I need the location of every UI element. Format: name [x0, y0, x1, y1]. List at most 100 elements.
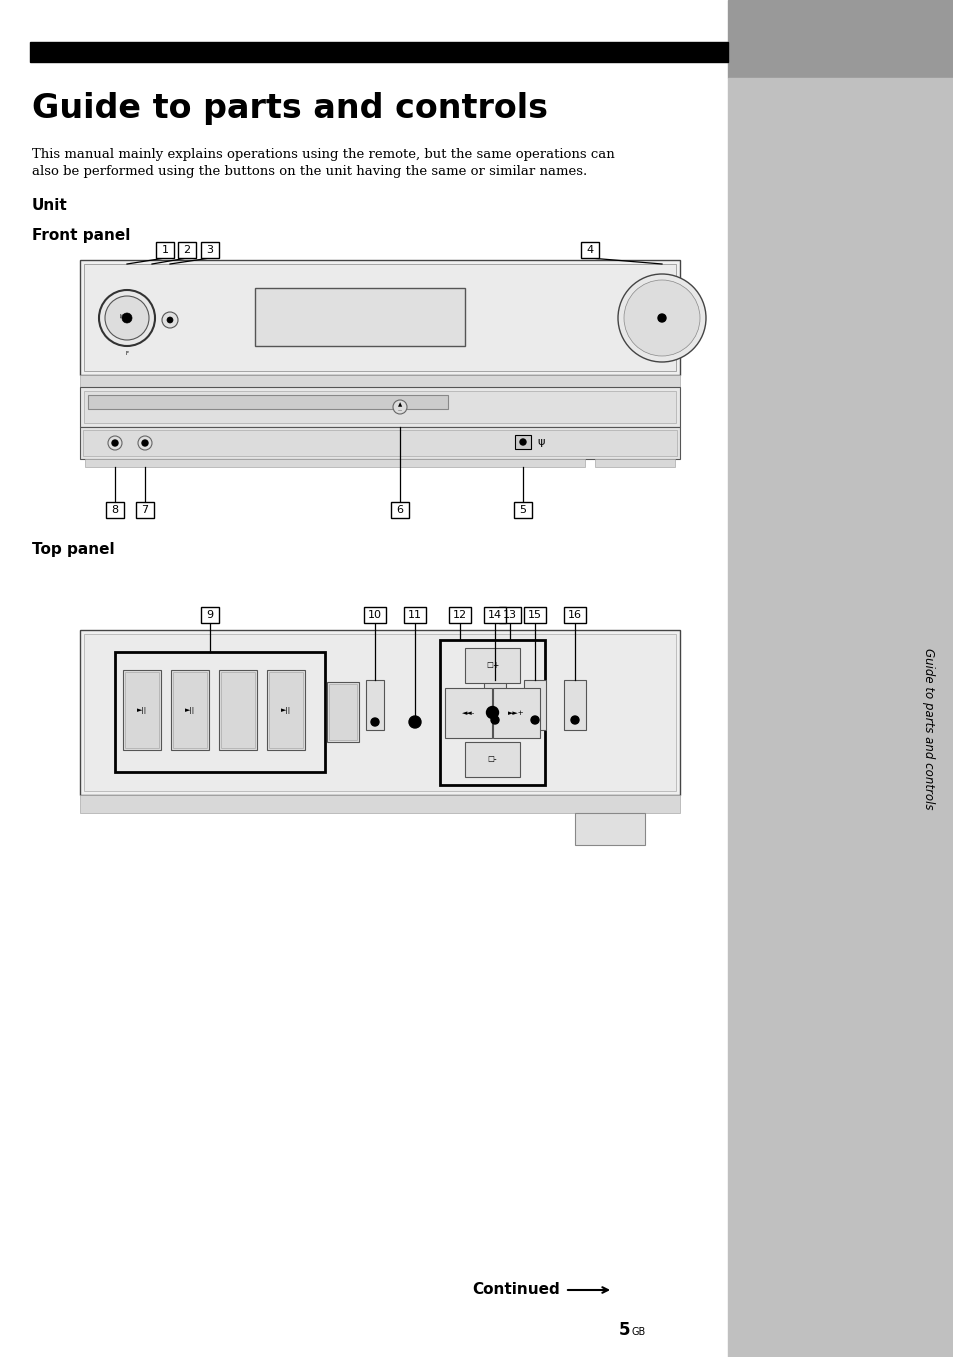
Text: 5: 5: [519, 505, 526, 516]
Text: ▲: ▲: [397, 403, 402, 407]
Bar: [106, 502, 124, 518]
Text: 12: 12: [453, 611, 467, 620]
Bar: [727, 0, 953, 77]
Circle shape: [138, 436, 152, 451]
Text: ψ: ψ: [537, 437, 544, 446]
Circle shape: [162, 312, 178, 328]
Bar: [201, 607, 219, 623]
Bar: [80, 387, 679, 427]
Text: 14: 14: [487, 611, 501, 620]
Bar: [84, 265, 676, 370]
Bar: [30, 42, 727, 62]
Circle shape: [623, 280, 700, 356]
Bar: [595, 459, 675, 467]
Text: 4: 4: [586, 246, 593, 255]
Text: F: F: [125, 351, 129, 356]
Text: —: —: [397, 408, 401, 413]
Bar: [580, 242, 598, 258]
Bar: [575, 813, 644, 845]
Circle shape: [393, 400, 407, 414]
Bar: [83, 430, 677, 456]
Bar: [80, 261, 679, 375]
Text: 3: 3: [206, 246, 213, 255]
Bar: [123, 670, 161, 750]
Text: Top panel: Top panel: [32, 541, 114, 556]
Bar: [115, 651, 325, 772]
Text: 11: 11: [408, 611, 421, 620]
Text: 6: 6: [396, 505, 403, 516]
Text: Guide to parts and controls: Guide to parts and controls: [922, 647, 935, 809]
Text: ►||: ►||: [280, 707, 291, 714]
Circle shape: [167, 318, 172, 323]
Circle shape: [112, 440, 118, 446]
Circle shape: [571, 716, 578, 725]
Bar: [523, 607, 545, 623]
Bar: [171, 670, 209, 750]
Text: ►||: ►||: [137, 707, 147, 714]
Circle shape: [409, 716, 420, 727]
Text: 9: 9: [206, 611, 213, 620]
Circle shape: [519, 440, 525, 445]
Bar: [464, 649, 519, 683]
Text: 15: 15: [527, 611, 541, 620]
Text: I/O: I/O: [119, 313, 127, 319]
Bar: [254, 288, 464, 346]
Text: GB: GB: [631, 1327, 645, 1337]
Text: 2: 2: [183, 246, 191, 255]
Bar: [136, 502, 153, 518]
Bar: [439, 641, 544, 784]
Circle shape: [658, 313, 665, 322]
Text: ►►+: ►►+: [508, 710, 524, 716]
Text: 16: 16: [567, 611, 581, 620]
Text: Guide to parts and controls: Guide to parts and controls: [32, 92, 547, 125]
Text: 13: 13: [502, 611, 517, 620]
Bar: [444, 688, 492, 738]
Circle shape: [142, 440, 148, 446]
Circle shape: [122, 313, 132, 323]
Text: 1: 1: [161, 246, 169, 255]
Text: ☐-: ☐-: [487, 754, 497, 764]
Text: Front panel: Front panel: [32, 228, 131, 243]
Bar: [221, 672, 254, 748]
Bar: [391, 502, 409, 518]
Circle shape: [108, 436, 122, 451]
Bar: [483, 607, 505, 623]
Bar: [125, 672, 159, 748]
Bar: [80, 375, 679, 387]
Bar: [498, 607, 520, 623]
Circle shape: [491, 716, 498, 725]
Bar: [156, 242, 173, 258]
Text: Continued: Continued: [472, 1282, 559, 1297]
Text: ►||: ►||: [185, 707, 194, 714]
Text: ◄◄-: ◄◄-: [461, 710, 475, 716]
Bar: [172, 672, 207, 748]
Bar: [366, 680, 384, 730]
Bar: [85, 459, 584, 467]
Circle shape: [618, 274, 705, 362]
Bar: [483, 680, 505, 730]
Bar: [523, 680, 545, 730]
Bar: [727, 77, 953, 1357]
Circle shape: [105, 296, 149, 341]
Text: ☐+: ☐+: [485, 661, 498, 670]
Bar: [364, 607, 386, 623]
Bar: [84, 634, 676, 791]
Bar: [80, 795, 679, 813]
Bar: [563, 607, 585, 623]
Bar: [563, 680, 585, 730]
Bar: [84, 391, 676, 423]
Circle shape: [531, 716, 538, 725]
Bar: [269, 672, 303, 748]
Bar: [403, 607, 426, 623]
Bar: [267, 670, 305, 750]
Bar: [327, 683, 358, 742]
Text: 7: 7: [141, 505, 149, 516]
Text: 8: 8: [112, 505, 118, 516]
Bar: [80, 630, 679, 795]
Text: also be performed using the buttons on the unit having the same or similar names: also be performed using the buttons on t…: [32, 166, 587, 178]
Bar: [178, 242, 195, 258]
Bar: [449, 607, 471, 623]
Bar: [88, 395, 448, 408]
Bar: [219, 670, 256, 750]
Bar: [329, 684, 356, 740]
